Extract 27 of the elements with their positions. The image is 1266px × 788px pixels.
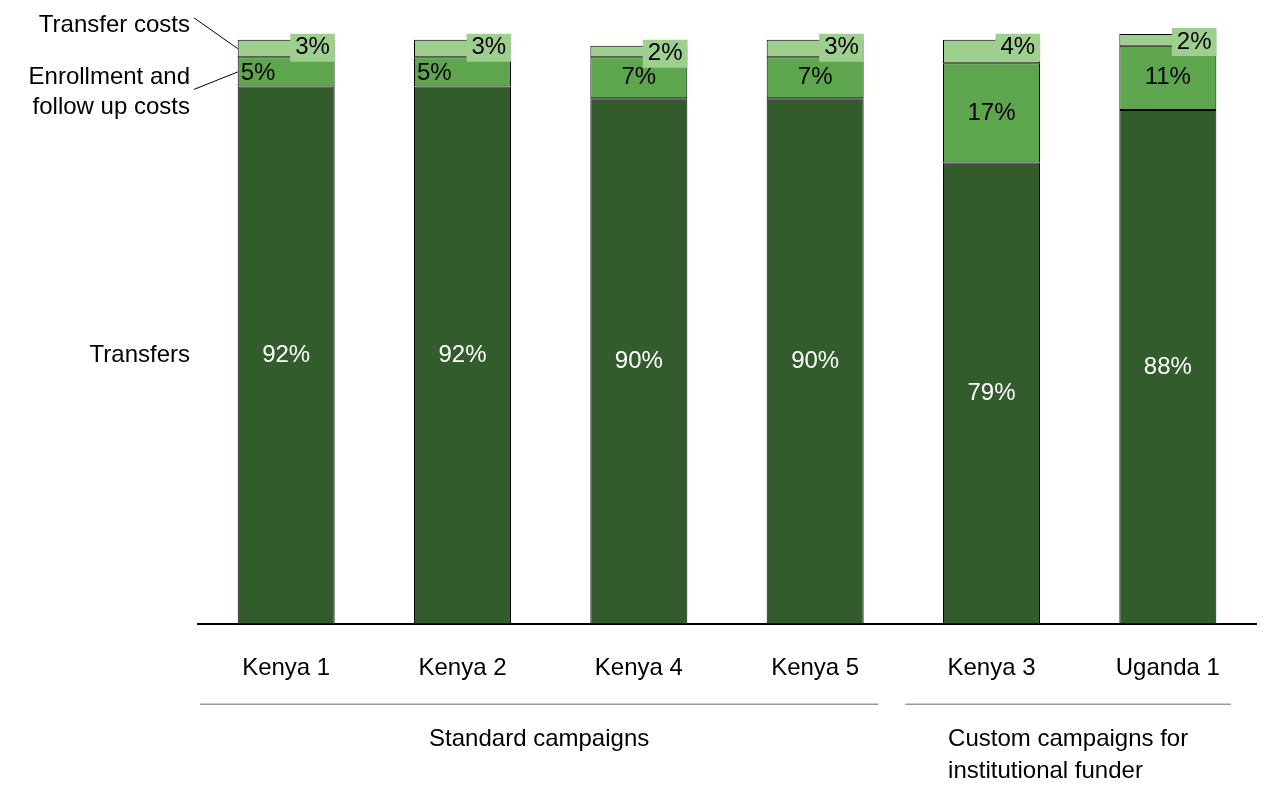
data-label: 5% [417,57,452,85]
data-label: 88% [1143,351,1192,379]
x-tick-label: Kenya 5 [771,653,860,681]
x-tick-label: Kenya 2 [418,653,507,681]
data-label: 2% [1176,26,1212,54]
data-label: 90% [614,345,663,373]
data-label: 11% [1144,62,1191,90]
text: Custom campaigns for institutional funder [948,723,1189,783]
data-label: 92% [262,340,311,368]
x-tick-label: Uganda 1 [1115,653,1220,681]
data-label: 79% [967,378,1016,405]
x-tick-label: Kenya 1 [242,653,331,681]
data-label: 90% [791,345,840,373]
text: Transfers [89,340,190,368]
text: Enrollment and follow up costs [28,62,190,119]
data-label: 17% [967,97,1016,125]
data-label: 3% [471,32,507,60]
x-tick-label: Kenya 3 [947,653,1036,681]
data-label: 4% [1000,32,1036,60]
data-label: 7% [797,62,833,90]
data-label: 3% [295,32,330,60]
data-label: 3% [824,32,859,60]
text: Transfer costs [38,10,190,38]
text: Standard campaigns [429,723,650,751]
data-label: 5% [240,57,276,85]
x-tick-label: Kenya 4 [594,653,683,681]
data-label: 92% [438,340,487,368]
